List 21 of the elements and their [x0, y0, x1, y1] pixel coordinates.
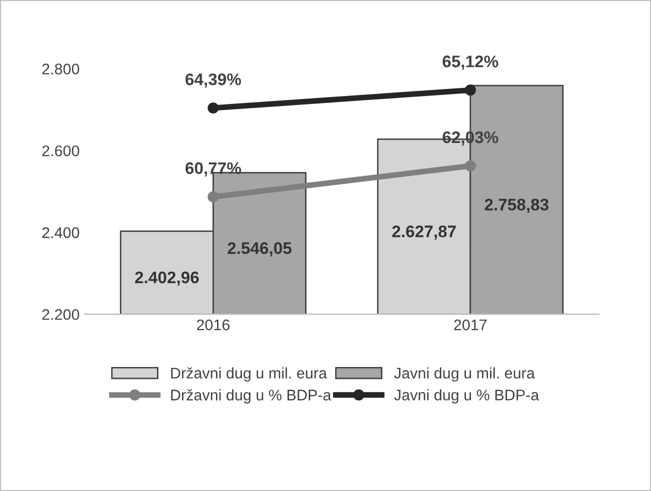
data-label: 60,77%	[186, 162, 242, 177]
y-tick-label: 2.800	[42, 64, 80, 74]
legend-label: Državni dug u % BDP-a	[171, 389, 332, 404]
point	[464, 84, 476, 96]
legend-label: Javni dug u % BDP-a	[394, 389, 540, 404]
data-label: 64,39%	[186, 73, 242, 88]
x-tick-label: 2016	[196, 320, 230, 330]
legend-label: Javni dug u mil. eura	[394, 367, 535, 382]
point	[464, 160, 476, 172]
data-label: 2.758,83	[484, 198, 548, 213]
point	[208, 102, 219, 114]
data-label: 65,12%	[442, 56, 498, 70]
x-tick-label: 2017	[454, 320, 487, 330]
y-tick-label: 2.400	[42, 227, 80, 238]
y-tick-label: 2.600	[42, 145, 80, 156]
data-label: 2.402,96	[135, 272, 199, 286]
y-tick-label: 2.200	[42, 309, 80, 320]
legend-label: Državni dug u mil. eura	[171, 367, 328, 382]
data-label: 2.627,87	[392, 226, 456, 240]
data-label: 2.546,05	[228, 242, 292, 256]
point	[208, 191, 219, 202]
